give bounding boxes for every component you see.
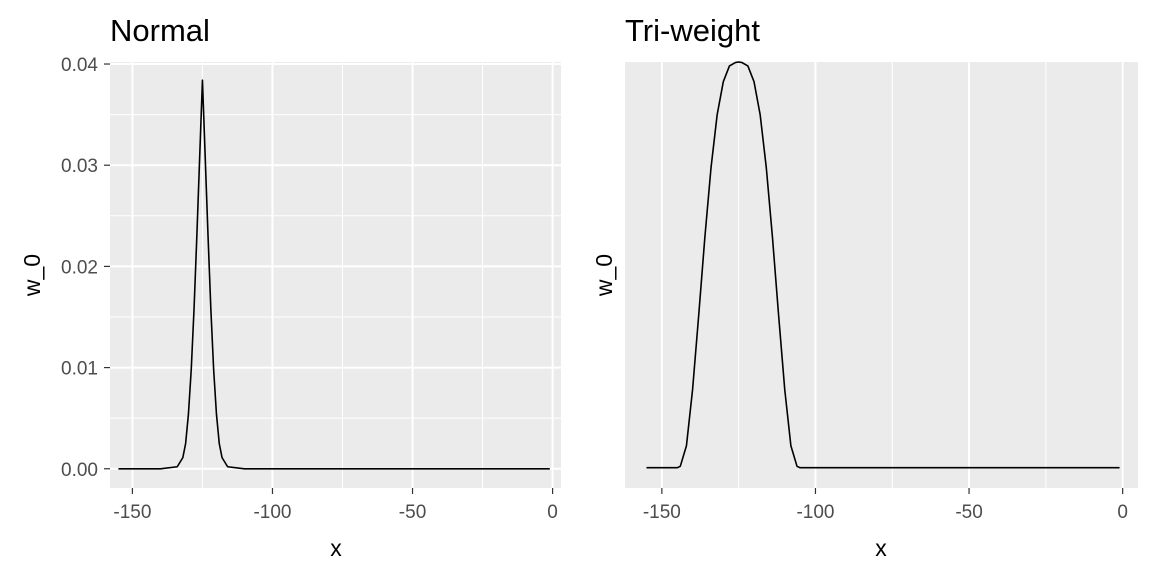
plot-panel <box>110 62 561 488</box>
chart-panel-1: -150 -100 -50 0 0.00 0.01 0.02 0.03 0.04 Normal x w… <box>19 13 561 561</box>
plot-panel <box>625 62 1138 488</box>
x-tick-label: -50 <box>399 502 426 523</box>
y-tick-label: 0.00 <box>61 460 98 481</box>
y-axis-label: w_0 <box>19 254 45 297</box>
chart-title: Tri-weight <box>625 13 760 48</box>
y-axis-label: w_0 <box>591 254 617 297</box>
y-tick-label: 0.01 <box>61 359 98 380</box>
y-tick-label: 0.04 <box>61 55 98 76</box>
x-tick-label: 0 <box>1117 502 1128 523</box>
x-tick-label: -100 <box>253 502 291 523</box>
x-tick-label: -150 <box>113 502 151 523</box>
x-tick-label: 0 <box>547 502 558 523</box>
chart-panel-2: -150 -100 -50 0 Tri-weight x w_0 <box>591 13 1138 561</box>
series-line-1 <box>118 79 550 470</box>
series-line-1 <box>646 61 1120 469</box>
chart-title: Normal <box>110 13 210 48</box>
x-axis-label: x <box>875 535 887 561</box>
y-tick-label: 0.03 <box>61 156 98 177</box>
y-tick-label: 0.02 <box>61 257 98 278</box>
x-tick-label: -150 <box>643 502 681 523</box>
x-tick-label: -50 <box>955 502 982 523</box>
x-axis-label: x <box>330 535 342 561</box>
x-tick-label: -100 <box>796 502 834 523</box>
